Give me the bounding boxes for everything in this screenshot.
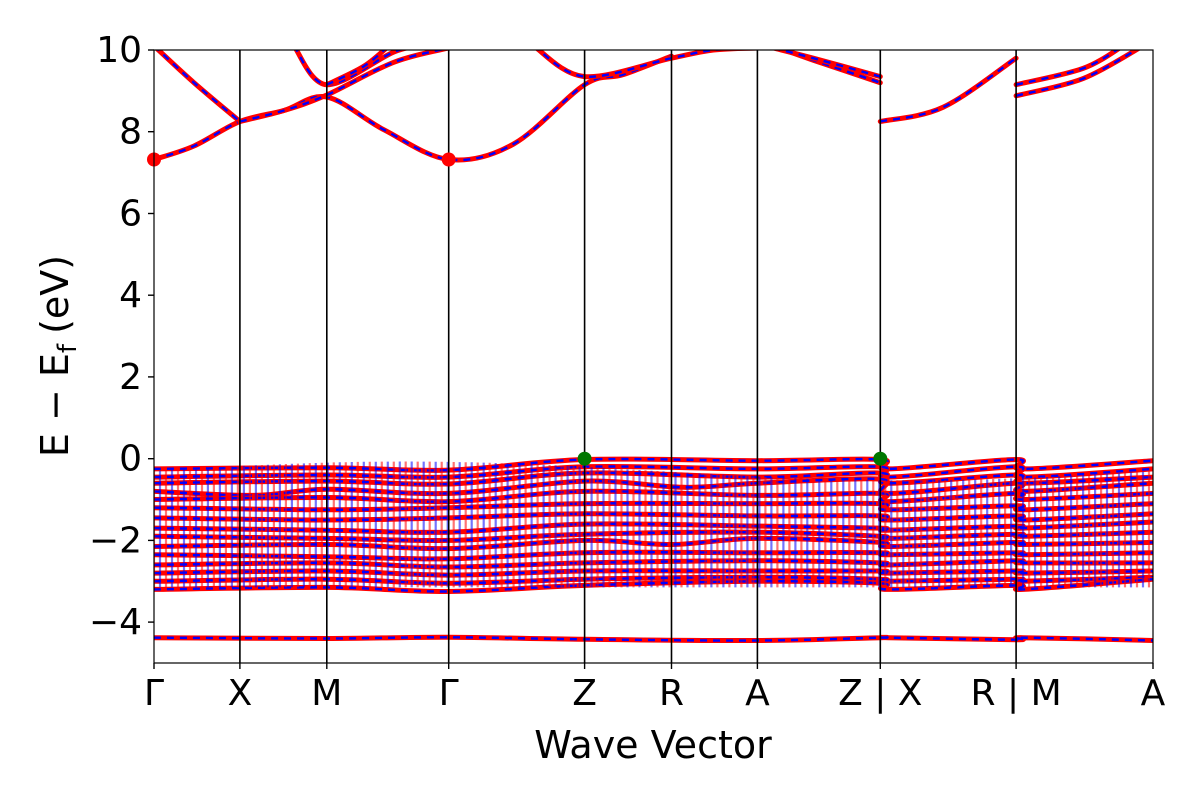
valence-band-3-spin-down	[154, 471, 1153, 486]
y-tick-label-5: 2	[119, 357, 142, 398]
cbm-marker-2	[441, 152, 456, 167]
valence-band-1-spin-down	[154, 457, 1153, 472]
valence-band-7-spin-down	[154, 512, 1153, 522]
y-tick-label-2: 8	[119, 112, 142, 153]
conduction-band-1-spin-down	[156, 50, 241, 123]
valence-band-13-spin-down	[154, 569, 1153, 577]
x-axis-title: Wave Vector	[534, 723, 772, 767]
conduction-band-9-spin-up	[877, 55, 1019, 124]
y-tick-label-8: −4	[89, 602, 142, 643]
bands-layer	[154, 50, 1153, 644]
y-tick-label-3: 6	[119, 194, 142, 235]
valence-band-2-spin-down	[154, 465, 1153, 479]
y-tick-label-7: −2	[89, 520, 142, 561]
y-tick-label-1: 10	[96, 30, 142, 71]
vbm-marker-3	[577, 451, 592, 466]
x-tick-label-2: X	[228, 673, 253, 714]
conduction-band-10-spin-down	[1015, 50, 1139, 97]
conduction-band-4-spin-down	[295, 50, 404, 86]
y-axis-title-unit: (eV)	[33, 255, 77, 334]
valence-band-6-spin-down	[154, 501, 1153, 512]
valence-band-9-spin-down	[154, 530, 1153, 542]
y-axis-ticks: 10 8 6 4 2 0 −2 −4	[89, 30, 154, 643]
plot-frame	[153, 49, 1154, 664]
x-tick-label-1: Γ	[144, 673, 164, 714]
vbm-marker-4	[873, 451, 888, 466]
x-tick-label-7: A	[745, 673, 770, 714]
valence-band-hatching	[154, 461, 1151, 588]
conduction-band-8-spin-down	[776, 50, 881, 78]
valence-band-12-spin-down	[154, 559, 1153, 569]
x-tick-label-4: Γ	[439, 673, 459, 714]
high-symmetry-lines	[239, 50, 1017, 663]
x-tick-label-9: R | M	[971, 673, 1062, 714]
x-axis-ticks: Γ X M Γ Z R A Z | X R | M A	[144, 663, 1166, 714]
y-axis-title-main: E − E	[33, 353, 77, 457]
x-tick-label-3: M	[311, 673, 342, 714]
valence-band-11-spin-down	[154, 551, 1153, 561]
extrema-markers	[147, 152, 888, 466]
y-tick-label-6: 0	[119, 439, 142, 480]
conduction-band-3-spin-up	[237, 50, 451, 124]
y-axis-title-subscript: f	[53, 343, 83, 353]
valence-band-16-spin-down	[154, 636, 1153, 642]
valence-band-8-spin-down	[154, 520, 1153, 534]
x-tick-label-10: A	[1141, 673, 1166, 714]
y-axis-title: E − Ef (eV)	[33, 255, 83, 457]
valence-band-14-spin-down	[154, 575, 1153, 585]
x-tick-label-5: Z	[572, 673, 597, 714]
valence-band-5-spin-down	[154, 490, 1153, 503]
x-tick-label-8: Z | X	[838, 673, 922, 714]
valence-band-15-spin-down	[154, 578, 1153, 593]
conduction-band-11-spin-down	[1015, 50, 1119, 86]
x-tick-label-6: R	[659, 673, 684, 714]
conduction-band-9-spin-down	[880, 57, 1017, 123]
conduction-band-2-spin-down	[154, 54, 672, 162]
conduction-band-2-spin-up	[154, 53, 674, 163]
y-tick-label-4: 4	[119, 275, 142, 316]
